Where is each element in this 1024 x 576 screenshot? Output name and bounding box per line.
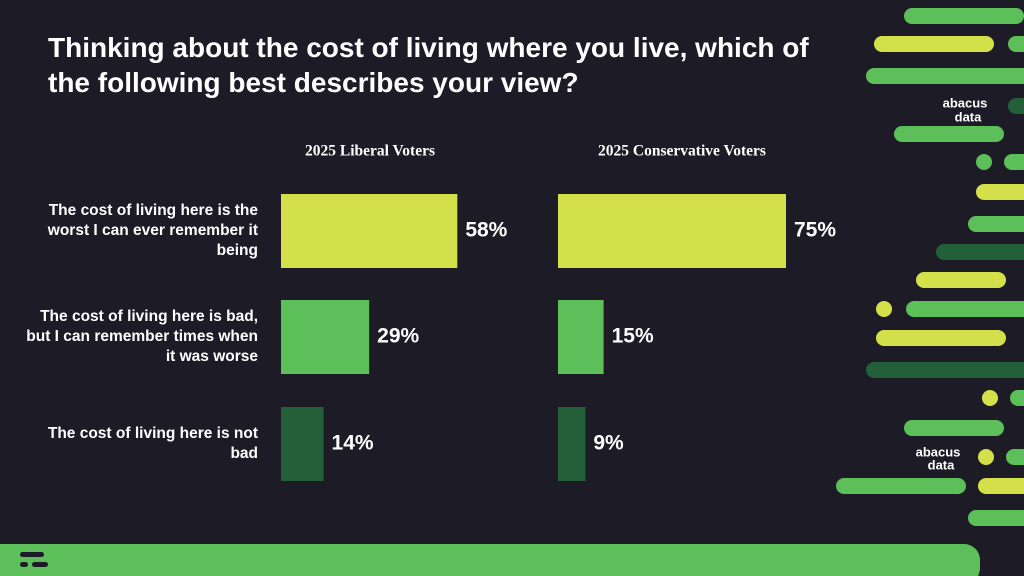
value-label: 58% <box>465 219 507 242</box>
logo-text: abacus <box>943 95 988 110</box>
decoration <box>0 8 1024 576</box>
series-header: 2025 Liberal Voters <box>305 143 435 160</box>
slide-title: Thinking about the cost of living where … <box>48 32 809 98</box>
value-label: 75% <box>794 219 836 242</box>
bar <box>558 407 586 481</box>
logo-text: data <box>928 457 956 472</box>
bar <box>558 300 604 374</box>
category-label: The cost of living here is bad, but I ca… <box>26 308 258 365</box>
logo-text: abacus <box>916 444 961 459</box>
category-label: The cost of living here is the worst I c… <box>47 202 258 259</box>
bar <box>281 300 370 374</box>
bar <box>281 407 324 481</box>
bar <box>281 194 458 268</box>
value-label: 14% <box>332 432 374 455</box>
value-label: 29% <box>377 325 419 348</box>
value-label: 15% <box>612 325 654 348</box>
bar <box>558 194 786 268</box>
series-header: 2025 Conservative Voters <box>598 143 766 160</box>
category-label: The cost of living here is not bad <box>47 425 258 462</box>
logo-text: data <box>955 109 983 124</box>
value-label: 9% <box>593 432 624 455</box>
